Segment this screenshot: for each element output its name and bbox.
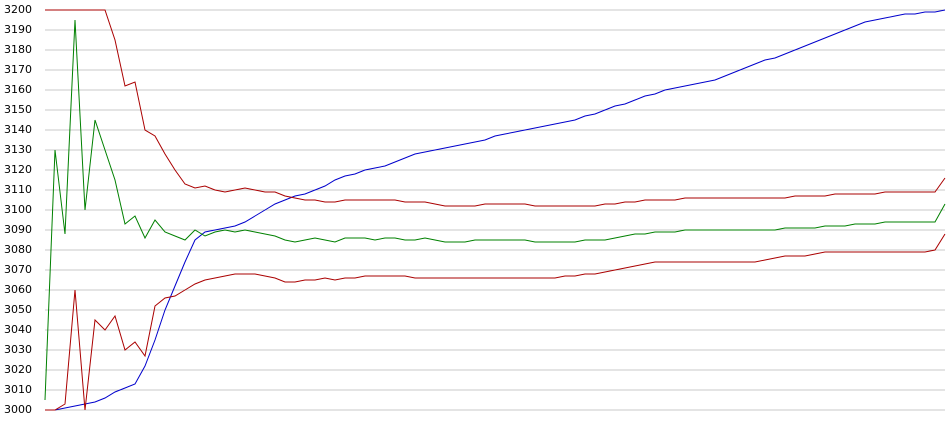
series-line [45, 9, 946, 207]
y-tick-label: 3190 [4, 23, 32, 36]
y-tick-label: 3100 [4, 203, 32, 216]
y-tick-label: 3170 [4, 63, 32, 76]
y-tick-label: 3030 [4, 343, 32, 356]
series-line [45, 233, 946, 411]
y-tick-label: 3200 [4, 3, 32, 16]
y-tick-label: 3140 [4, 123, 32, 136]
y-tick-label: 3120 [4, 163, 32, 176]
y-tick-label: 3080 [4, 243, 32, 256]
y-tick-label: 3130 [4, 143, 32, 156]
y-tick-label: 3000 [4, 403, 32, 416]
series-line [44, 19, 946, 401]
y-tick-label: 3150 [4, 103, 32, 116]
y-tick-label: 3070 [4, 263, 32, 276]
y-tick-label: 3060 [4, 283, 32, 296]
y-tick-label: 3040 [4, 323, 32, 336]
y-tick-label: 3110 [4, 183, 32, 196]
y-tick-label: 3050 [4, 303, 32, 316]
y-tick-label: 3090 [4, 223, 32, 236]
series-line [45, 9, 946, 411]
y-tick-label: 3160 [4, 83, 32, 96]
y-tick-label: 3010 [4, 383, 32, 396]
y-tick-label: 3180 [4, 43, 32, 56]
y-tick-label: 3020 [4, 363, 32, 376]
